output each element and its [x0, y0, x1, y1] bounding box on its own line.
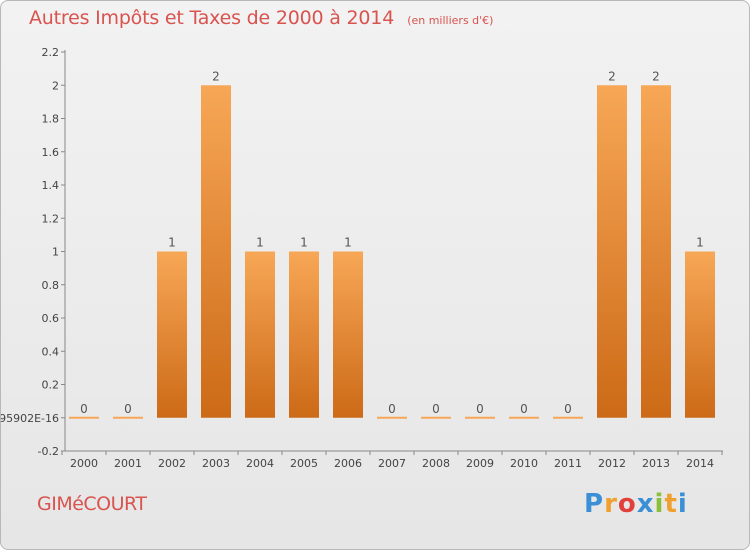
- data-label: 0: [564, 402, 572, 416]
- logo-letter: o: [617, 489, 637, 519]
- logo-letter: P: [584, 489, 605, 519]
- data-label: 0: [476, 402, 484, 416]
- bar: [377, 416, 407, 419]
- bar: [421, 416, 451, 419]
- data-label: 0: [520, 402, 528, 416]
- bars: [69, 85, 715, 419]
- bar: [289, 251, 319, 418]
- y-tick-label: 2.2: [42, 46, 60, 59]
- x-tick-label: 2006: [334, 457, 362, 470]
- chart-title: Autres Impôts et Taxes de 2000 à 2014: [29, 7, 395, 29]
- bar: [69, 416, 99, 419]
- bar: [597, 85, 627, 418]
- y-tick-label: 1: [52, 246, 59, 259]
- data-label: 1: [696, 236, 704, 250]
- y-tick-label: 0.8: [42, 279, 60, 292]
- x-tick-label: 2003: [202, 457, 230, 470]
- data-label: 1: [168, 236, 176, 250]
- logo-letter: i: [677, 489, 688, 519]
- labels: 0 0 1 2 1 1 1 0 0 0 0 0 2 2 1: [80, 69, 704, 416]
- y-tick-label: 2: [52, 79, 59, 92]
- data-label: 0: [80, 402, 88, 416]
- proxiti-logo: Proxiti: [584, 489, 688, 519]
- x-tick-label: 2013: [642, 457, 670, 470]
- data-label: 2: [212, 69, 220, 83]
- bar: [465, 416, 495, 419]
- x-tick-label: 2000: [70, 457, 98, 470]
- y-tick-label: -0.2: [38, 445, 59, 458]
- logo-letter: i: [654, 489, 665, 519]
- y-tick-label: 0.6: [42, 312, 60, 325]
- x-tick-label: 2007: [378, 457, 406, 470]
- data-label: 0: [124, 402, 132, 416]
- x-tick-label: 2004: [246, 457, 274, 470]
- x-tick-label: 2008: [422, 457, 450, 470]
- x-tick-label: 2011: [554, 457, 582, 470]
- bar: [641, 85, 671, 418]
- y-tick-label: 1.8: [42, 113, 60, 126]
- x-tick-label: 2012: [598, 457, 626, 470]
- bar: [201, 85, 231, 418]
- logo-letter: x: [636, 489, 655, 519]
- data-label: 0: [432, 402, 440, 416]
- y-tick-label: 1.2: [42, 212, 60, 225]
- x-tick-label: 2005: [290, 457, 318, 470]
- x-tick-label: 2002: [158, 457, 186, 470]
- data-label: 0: [388, 402, 396, 416]
- title-row: Autres Impôts et Taxes de 2000 à 2014 (e…: [29, 7, 493, 29]
- data-label: 1: [256, 236, 264, 250]
- bar: [553, 416, 583, 419]
- town-name: GIMéCOURT: [37, 493, 147, 515]
- axes: -0.2 -1.5265566588595902E-16 0.2 0.4 0.6 0.8 1…: [1, 46, 723, 470]
- chart-subtitle: (en milliers d'€): [407, 14, 494, 27]
- x-tick-label: 2001: [114, 457, 142, 470]
- bar: [685, 251, 715, 418]
- bar: [113, 416, 143, 419]
- bar: [509, 416, 539, 419]
- data-label: 1: [344, 236, 352, 250]
- x-tick-label: 2010: [510, 457, 538, 470]
- y-tick-label: 1.6: [42, 146, 60, 159]
- data-label: 2: [608, 69, 616, 83]
- data-label: 2: [652, 69, 660, 83]
- logo-letter: r: [604, 489, 618, 519]
- bar: [333, 251, 363, 418]
- x-tick-label: 2009: [466, 457, 494, 470]
- y-tick-label: -1.5265566588595902E-16: [1, 412, 59, 425]
- logo-letter: t: [664, 489, 678, 519]
- x-tick-label: 2014: [686, 457, 714, 470]
- y-tick-label: 0.4: [42, 345, 60, 358]
- bar: [157, 251, 187, 418]
- bar: [245, 251, 275, 418]
- y-tick-label: 0.2: [42, 379, 60, 392]
- y-tick-label: 1.4: [42, 179, 60, 192]
- data-label: 1: [300, 236, 308, 250]
